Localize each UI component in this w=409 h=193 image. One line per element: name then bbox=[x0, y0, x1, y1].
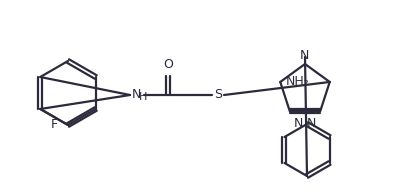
Text: N: N bbox=[299, 49, 309, 62]
Text: F: F bbox=[51, 119, 58, 131]
Text: N: N bbox=[132, 87, 142, 101]
Text: N: N bbox=[307, 117, 316, 130]
Text: NH₂: NH₂ bbox=[285, 75, 309, 88]
Text: N: N bbox=[294, 117, 303, 130]
Text: S: S bbox=[214, 89, 222, 102]
Text: H: H bbox=[139, 92, 147, 102]
Text: O: O bbox=[163, 58, 173, 71]
